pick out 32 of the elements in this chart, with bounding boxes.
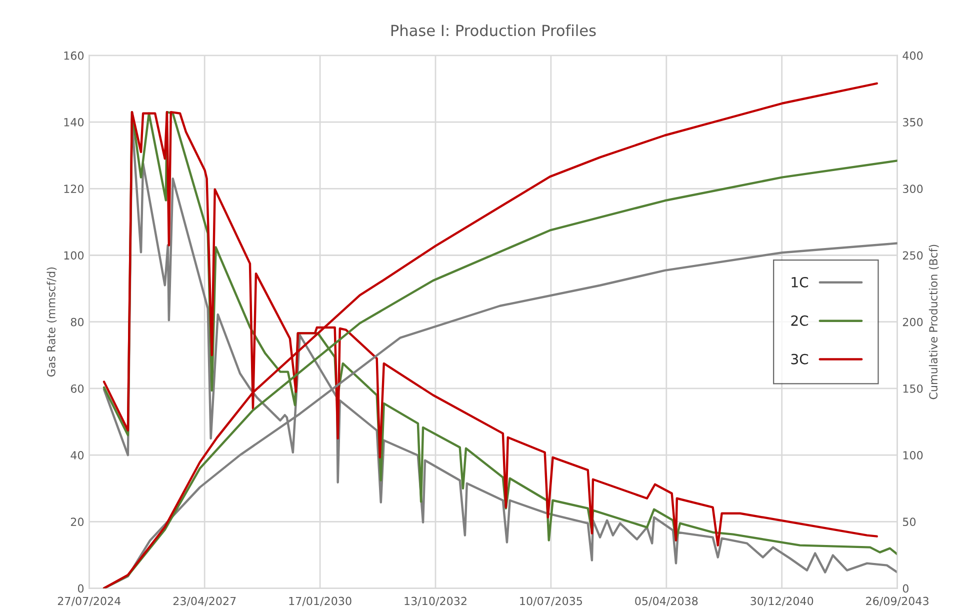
x-tick-label: 30/12/2040 <box>750 596 814 606</box>
y2-tick-label: 50 <box>903 518 916 526</box>
x-tick-label: 26/09/2043 <box>866 596 928 606</box>
legend-label: 3C <box>791 354 808 364</box>
y-tick-label: 80 <box>70 318 84 326</box>
y2-axis-title: Cumulative Production (Bcf) <box>928 244 939 400</box>
y2-tick-label: 300 <box>903 184 923 194</box>
y2-tick-label: 150 <box>903 384 923 393</box>
y-tick-label: 0 <box>78 584 84 593</box>
y-tick-label: 140 <box>64 118 84 126</box>
y2-tick-label: 400 <box>902 51 923 60</box>
y-tick-label: 100 <box>64 251 84 260</box>
x-tick-label: 13/10/2032 <box>404 596 466 606</box>
legend-label: 1C <box>792 276 808 288</box>
y2-tick-label: 0 <box>902 584 908 593</box>
x-tick-label: 10/07/2035 <box>520 596 582 606</box>
y-tick-label: 40 <box>70 451 84 460</box>
x-tick-label: 17/01/2030 <box>289 596 352 606</box>
x-tick-label: 23/04/2027 <box>173 596 236 606</box>
y-tick-label: 120 <box>64 184 84 194</box>
legend-label: 2C <box>791 315 808 326</box>
y2-tick-label: 200 <box>902 318 923 326</box>
y-tick-label: 160 <box>64 51 84 60</box>
x-tick-label: 05/04/2038 <box>635 596 698 606</box>
y-tick-label: 60 <box>70 384 84 393</box>
y-axis-title: Gas Rate (mmscf/d) <box>46 267 57 377</box>
y2-tick-label: 100 <box>903 451 923 460</box>
y2-tick-label: 350 <box>903 118 923 126</box>
x-tick-label: 27/07/2024 <box>58 596 121 606</box>
y-tick-label: 20 <box>70 518 84 526</box>
y2-tick-label: 250 <box>902 251 923 260</box>
chart-title: Phase I: Production Profiles <box>391 24 596 36</box>
